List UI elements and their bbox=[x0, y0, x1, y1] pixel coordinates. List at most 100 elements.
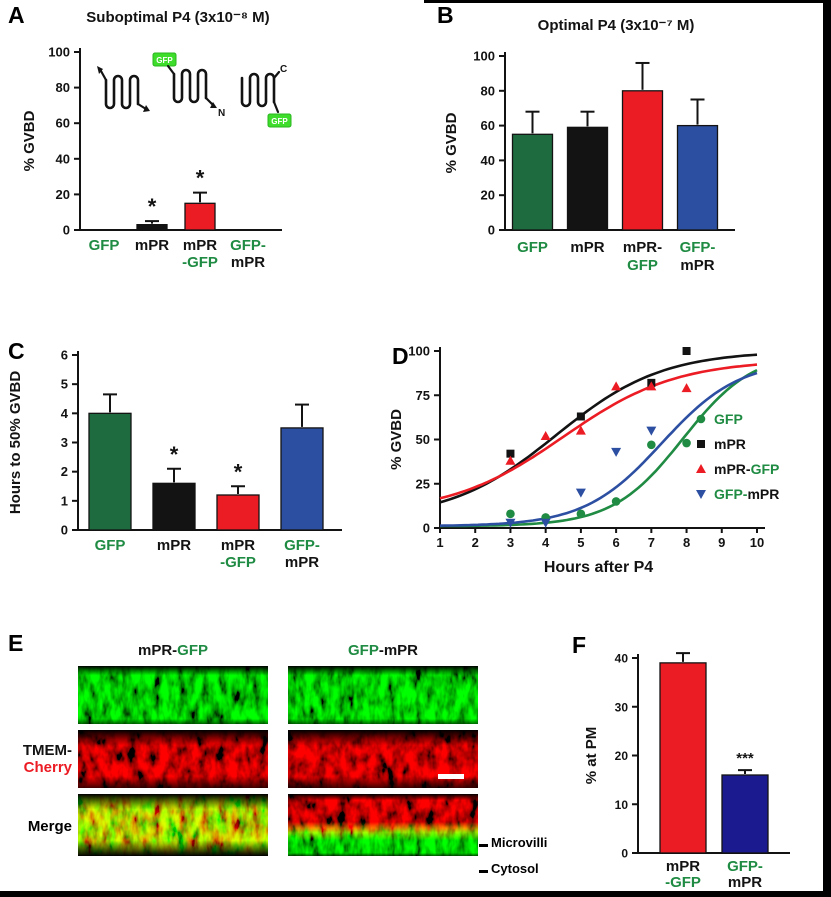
cartoon-mpr-gfp: GFP N bbox=[152, 52, 225, 119]
screen-edge-right bbox=[823, 0, 831, 897]
fit-curve-mPR-GFP bbox=[439, 363, 758, 500]
x-tick-label: 7 bbox=[648, 535, 655, 550]
panel-c-letter: C bbox=[8, 338, 25, 364]
scale-bar bbox=[438, 774, 464, 779]
screen-edge-bottom bbox=[0, 891, 831, 897]
bar-mPR bbox=[136, 224, 168, 231]
category-label: GFP- bbox=[680, 239, 716, 256]
category-label: mPR bbox=[570, 239, 604, 256]
bar-GFP-mPR bbox=[676, 124, 719, 231]
y-tick-label: 0 bbox=[488, 223, 495, 238]
y-tick-label: 20 bbox=[481, 188, 495, 203]
receptor-topology-cartoons: GFP N C GFP bbox=[97, 52, 292, 128]
bar-mPR-GFP bbox=[216, 494, 260, 531]
y-tick-label: 3 bbox=[61, 435, 68, 450]
legend-marker-mPR-GFP bbox=[696, 464, 706, 473]
arrowhead-icon bbox=[143, 105, 150, 112]
y-tick-label: 30 bbox=[615, 700, 629, 714]
data-point-GFP bbox=[647, 440, 656, 450]
y-tick-label: 75 bbox=[416, 388, 430, 403]
chart-title: Optimal P4 (3x10⁻⁷ M) bbox=[538, 17, 695, 34]
category-label: mPR bbox=[285, 554, 319, 571]
category-label: GFP- bbox=[727, 858, 763, 875]
category-label: mPR bbox=[135, 237, 169, 254]
data-point-GFP-mPR bbox=[540, 518, 551, 528]
bar-GFP-mPR bbox=[721, 774, 769, 854]
category-label: -GFP bbox=[220, 554, 256, 571]
data-point-mPR-GFP bbox=[575, 425, 586, 435]
x-tick-label: 10 bbox=[750, 535, 764, 550]
data-point-mPR bbox=[682, 347, 691, 355]
n-terminus-label: N bbox=[218, 108, 225, 119]
c-terminus-label: C bbox=[280, 64, 287, 75]
gvbd-timecourse-line-chart: 0 25 50 75 100 1 2 3 4 5 6 7 8 9 10 % GVBD Hours after P… bbox=[388, 344, 779, 577]
confocal-cherry-channel-gfp-mpr bbox=[288, 730, 478, 788]
data-point-GFP-mPR bbox=[646, 426, 657, 436]
x-tick-label: 2 bbox=[472, 535, 479, 550]
category-label: -GFP bbox=[665, 874, 701, 891]
category-label: GFP- bbox=[284, 537, 320, 554]
data-point-GFP bbox=[576, 509, 586, 519]
serpentine-receptor-icon bbox=[240, 72, 276, 108]
panel-a-letter: A bbox=[8, 2, 25, 28]
x-tick-label: 4 bbox=[542, 535, 550, 550]
panel-f-letter: F bbox=[572, 632, 587, 658]
panel-d-letter: D bbox=[392, 343, 409, 369]
confocal-cherry-channel-mpr-gfp bbox=[78, 730, 268, 788]
x-tick-label: 6 bbox=[612, 535, 619, 550]
confocal-merge-gfp-mpr bbox=[288, 794, 478, 856]
y-tick-label: 0 bbox=[423, 521, 430, 536]
y-tick-label: 4 bbox=[61, 406, 69, 421]
fit-curve-mPR bbox=[439, 353, 758, 504]
row-label-tmem-cherry: TMEM- Cherry bbox=[22, 742, 72, 776]
data-point-mPR bbox=[576, 412, 585, 421]
panel-b: B 0 20 40 60 80 100 % GVBD Optimal P4 (3x10⁻⁷ M… bbox=[420, 0, 831, 330]
legend-marker-GFP bbox=[696, 414, 706, 424]
y-axis-title: % GVBD bbox=[443, 112, 460, 173]
y-tick-label: 40 bbox=[56, 151, 70, 166]
panel-e-letter: E bbox=[8, 630, 24, 656]
column-title-gfp-mpr: GFP-mPR bbox=[347, 642, 418, 659]
bar-mPR-GFP bbox=[621, 90, 664, 231]
x-tick-label: 5 bbox=[577, 535, 584, 550]
data-point-mPR-GFP bbox=[611, 381, 622, 391]
bar-mPR-GFP bbox=[659, 662, 707, 854]
y-tick-label: 50 bbox=[416, 432, 430, 447]
confocal-merge-mpr-gfp bbox=[78, 794, 268, 856]
x-axis-title: Hours after P4 bbox=[544, 559, 653, 576]
bar-GFP-mPR bbox=[280, 427, 324, 531]
category-label: mPR bbox=[183, 237, 217, 254]
category-label: mPR bbox=[157, 537, 191, 554]
y-tick-label: 60 bbox=[56, 116, 70, 131]
y-tick-label: 25 bbox=[416, 476, 430, 491]
suboptimal-p4-bar-chart: 0 20 40 60 80 100 % GVBD Suboptimal P4 (3x10⁻⁸ … bbox=[21, 9, 282, 271]
y-tick-label: 20 bbox=[615, 749, 629, 763]
y-tick-label: 2 bbox=[61, 464, 68, 479]
data-point-GFP-mPR bbox=[611, 447, 622, 457]
y-tick-label: 0 bbox=[61, 523, 68, 538]
data-point-GFP bbox=[682, 438, 691, 448]
panel-c: C 0 1 2 3 4 5 6 Hours to 50% GVBD GFP * mPR * mPR -GF… bbox=[0, 335, 385, 607]
gfp-tag-box bbox=[152, 52, 177, 67]
bar-GFP bbox=[88, 412, 132, 531]
legend-label-mPR-GFP: mPR-GFP bbox=[714, 461, 779, 477]
category-label: GFP bbox=[627, 257, 658, 274]
legend-marker-GFP-mPR bbox=[696, 490, 706, 499]
y-tick-label: 0 bbox=[63, 223, 70, 238]
microvilli-annotation: Microvilli bbox=[491, 835, 548, 850]
category-label: GFP bbox=[95, 537, 126, 554]
legend-label-GFP: GFP bbox=[714, 411, 743, 427]
category-label: mPR bbox=[728, 874, 762, 891]
fit-curve-GFP-mPR bbox=[439, 371, 758, 527]
cartoon-mpr bbox=[97, 66, 150, 112]
x-tick-label: 9 bbox=[718, 535, 725, 550]
y-tick-label: 80 bbox=[481, 83, 495, 98]
y-tick-label: 40 bbox=[481, 153, 495, 168]
y-tick-label: 60 bbox=[481, 118, 495, 133]
confocal-gfp-channel-mpr-gfp bbox=[78, 666, 268, 724]
gfp-tag-label: GFP bbox=[271, 117, 288, 126]
gfp-tag-box bbox=[267, 113, 292, 128]
fit-curve-GFP bbox=[439, 368, 758, 528]
legend-label-GFP-mPR: GFP-mPR bbox=[714, 486, 779, 502]
